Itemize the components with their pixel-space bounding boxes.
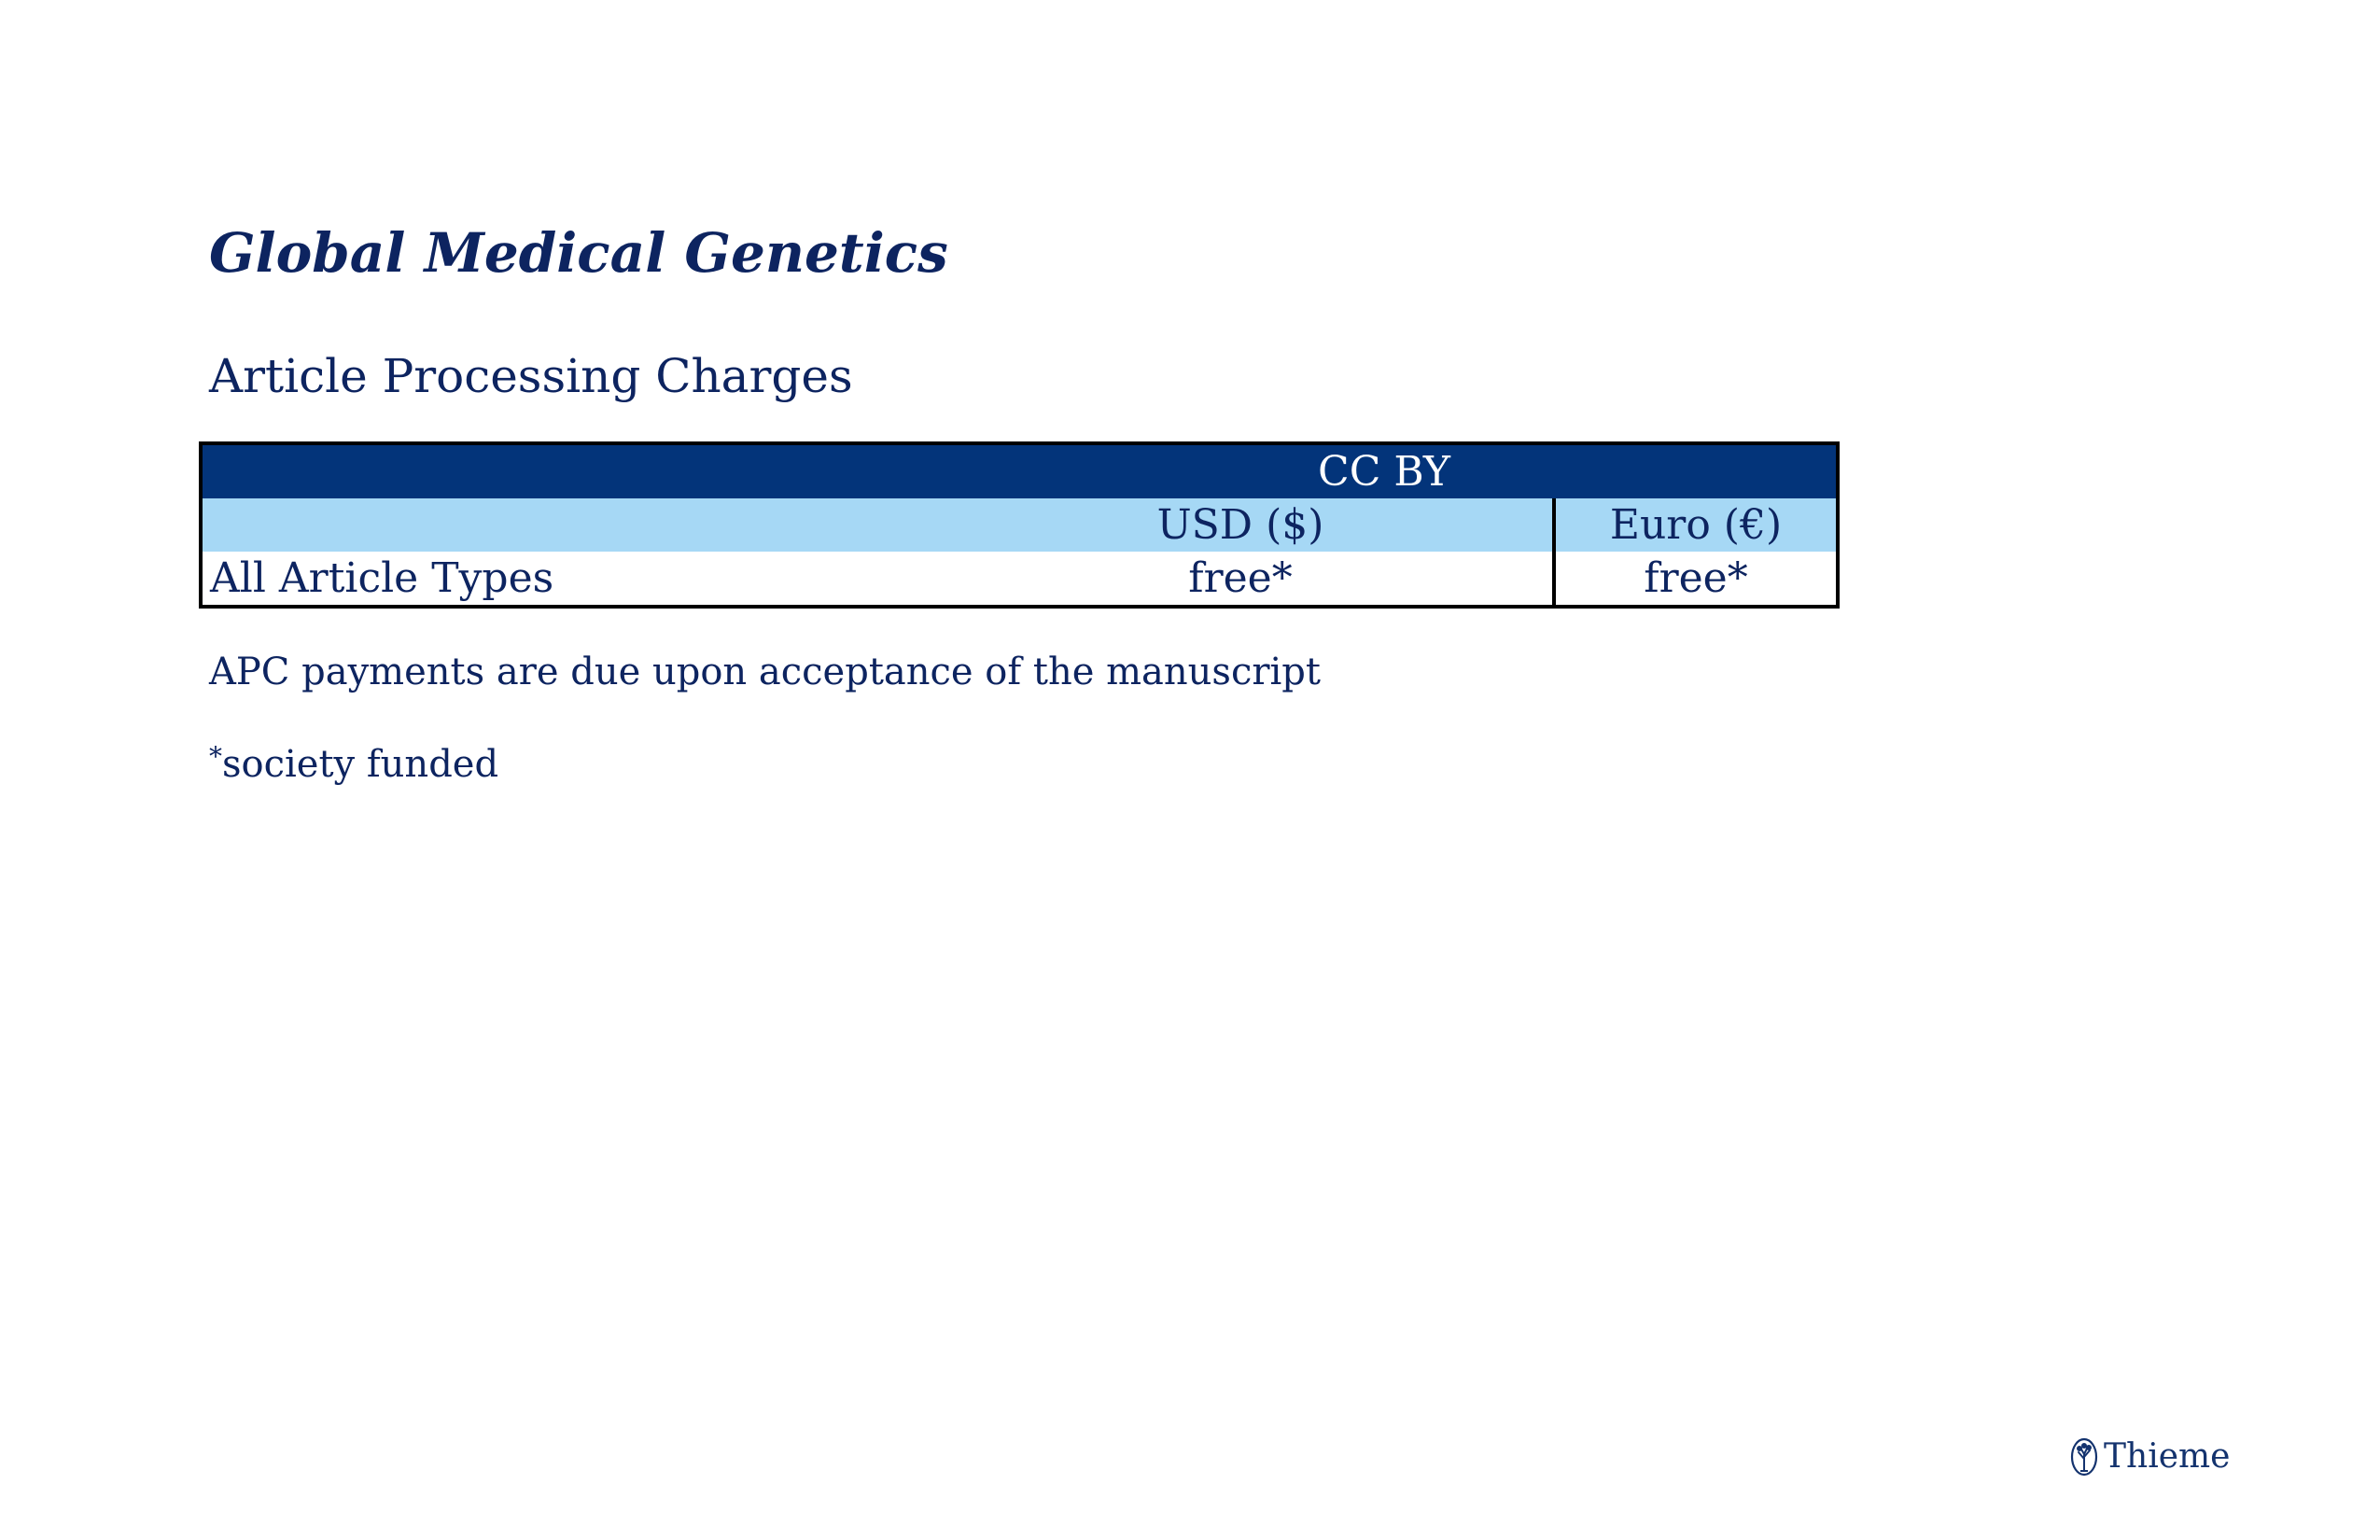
funding-footnote: *society funded: [209, 729, 498, 792]
eur-value-cell: free*: [1644, 554, 1748, 602]
article-type-cell: All Article Types: [210, 554, 554, 602]
apc-table: CC BY USD ($) Euro (€) All Article Types…: [199, 441, 1840, 609]
license-header: CC BY: [929, 443, 1838, 498]
currency-header-usd: USD ($): [929, 498, 1556, 552]
publisher-logo: Thieme: [2070, 1433, 2230, 1481]
publisher-name: Thieme: [2104, 1437, 2231, 1476]
table-row: All Article Types free* free*: [201, 552, 1838, 607]
currency-header-row: USD ($) Euro (€): [201, 498, 1838, 552]
tree-emblem-icon: [2070, 1436, 2098, 1477]
license-header-row: CC BY: [201, 443, 1838, 498]
footnote-text: society funded: [222, 743, 499, 786]
usd-value-cell: free*: [929, 552, 1556, 607]
currency-header-spacer: [201, 498, 929, 552]
journal-title: Global Medical Genetics: [209, 221, 948, 285]
section-title: Article Processing Charges: [209, 349, 853, 403]
footnote-asterisk: *: [209, 741, 222, 772]
license-header-spacer: [201, 443, 929, 498]
payment-due-note: APC payments are due upon acceptance of …: [209, 651, 1321, 693]
currency-header-eur: Euro (€): [1554, 498, 1838, 552]
